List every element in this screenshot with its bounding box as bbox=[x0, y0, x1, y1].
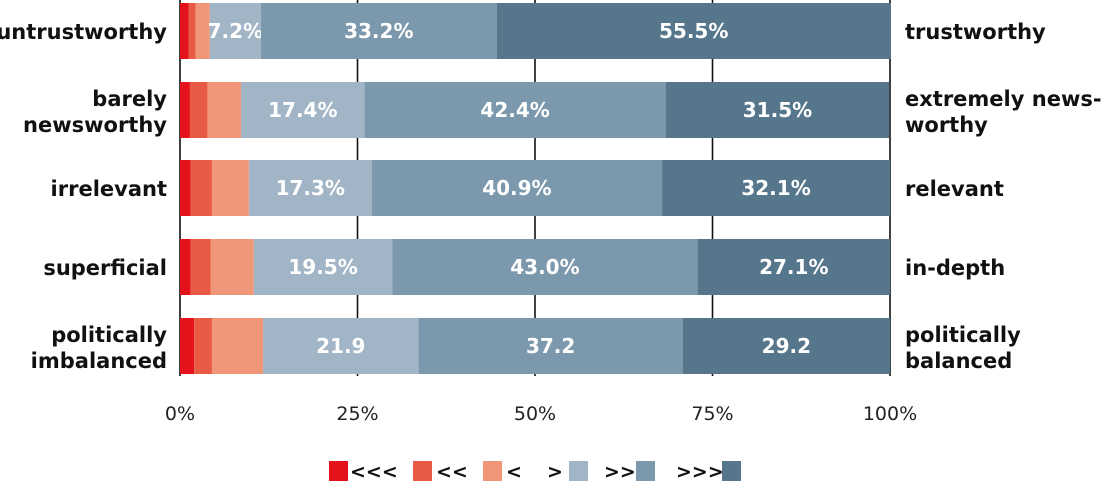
bar-segment bbox=[260, 3, 497, 59]
bar-segment bbox=[207, 82, 242, 138]
bar-segment bbox=[392, 239, 698, 295]
bar-segment bbox=[190, 239, 211, 295]
legend-swatch bbox=[636, 461, 655, 481]
bar-segment bbox=[180, 82, 190, 138]
legend-swatch bbox=[483, 461, 502, 481]
data-label: 32.1% bbox=[741, 176, 810, 200]
data-label: 17.4% bbox=[268, 98, 337, 122]
bar-segment bbox=[180, 239, 191, 295]
bar-segment bbox=[496, 3, 891, 59]
bar-segment bbox=[418, 318, 683, 374]
category-label-right: worthy bbox=[905, 113, 988, 137]
data-label: 42.4% bbox=[480, 98, 549, 122]
legend-swatch bbox=[413, 461, 432, 481]
category-label-right: extremely news- bbox=[905, 87, 1102, 111]
bar-segment bbox=[665, 82, 890, 138]
legend-swatch bbox=[569, 461, 588, 481]
legend-label: << bbox=[436, 461, 468, 483]
data-label: 55.5% bbox=[659, 19, 728, 43]
bar-segment bbox=[253, 239, 393, 295]
legend-swatch bbox=[722, 461, 741, 481]
category-label-right: in-depth bbox=[905, 256, 1005, 280]
legend-label: >> bbox=[604, 461, 636, 483]
x-tick-label: 0% bbox=[165, 403, 195, 425]
x-tick-label: 75% bbox=[691, 403, 733, 425]
data-label: 7.2% bbox=[208, 19, 263, 43]
legend-label: <<< bbox=[350, 461, 398, 483]
x-tick-label: 50% bbox=[514, 403, 556, 425]
legend-label: < bbox=[506, 461, 522, 483]
bar-segment bbox=[180, 318, 195, 374]
bars: 7.2% 33.2% 55.5% 17.4% 42.4% 31.5% 17.3% 40.9% 3… bbox=[180, 3, 891, 374]
data-label: 43.0% bbox=[510, 255, 579, 279]
data-label: 19.5% bbox=[288, 255, 357, 279]
bar-segment bbox=[190, 160, 212, 216]
bar-segment bbox=[188, 3, 196, 59]
bar-segment bbox=[211, 160, 249, 216]
data-label: 21.9 bbox=[316, 334, 365, 358]
category-label-left: politically bbox=[51, 323, 167, 347]
x-tick-label: 100% bbox=[863, 403, 917, 425]
data-label: 37.2 bbox=[526, 334, 575, 358]
category-label-right: relevant bbox=[905, 177, 1004, 201]
category-label-right: balanced bbox=[905, 349, 1012, 373]
category-labels: untrustworthy trustworthy barelynewsworthy… bbox=[0, 20, 1102, 373]
bar-segment bbox=[180, 160, 191, 216]
bar-segment bbox=[682, 318, 890, 374]
bar-segment bbox=[371, 160, 663, 216]
bar-segment bbox=[211, 318, 264, 374]
category-label-left: irrelevant bbox=[51, 177, 167, 201]
x-axis: 0% 25% 50% 75% 100% bbox=[165, 403, 917, 425]
legend-swatch bbox=[329, 461, 348, 481]
category-label-left: imbalanced bbox=[31, 349, 167, 373]
bar-segment bbox=[263, 318, 419, 374]
bar-segment bbox=[697, 239, 890, 295]
legend: <<< << < > >> >>> bbox=[329, 461, 741, 483]
category-label-right: politically bbox=[905, 323, 1021, 347]
category-label-right: trustworthy bbox=[905, 20, 1046, 44]
data-label: 33.2% bbox=[344, 19, 413, 43]
bar-segment bbox=[210, 239, 254, 295]
bar-segment bbox=[209, 3, 261, 59]
bar-segment bbox=[195, 3, 210, 59]
data-label: 17.3% bbox=[276, 176, 345, 200]
category-label-left: barely bbox=[92, 87, 167, 111]
data-label: 29.2 bbox=[762, 334, 811, 358]
data-label: 40.9% bbox=[482, 176, 551, 200]
legend-label: >>> bbox=[676, 461, 724, 483]
bar-segment bbox=[180, 3, 189, 59]
bar-segment bbox=[189, 82, 208, 138]
bar-segment bbox=[194, 318, 212, 374]
bar-segment bbox=[241, 82, 365, 138]
data-label: 31.5% bbox=[743, 98, 812, 122]
category-label-left: untrustworthy bbox=[0, 20, 167, 44]
bar-segment bbox=[364, 82, 666, 138]
bar-segment bbox=[662, 160, 890, 216]
bar-segment bbox=[248, 160, 372, 216]
x-tick-label: 25% bbox=[336, 403, 378, 425]
category-label-left: newsworthy bbox=[23, 113, 167, 137]
data-label: 27.1% bbox=[759, 255, 828, 279]
legend-label: > bbox=[547, 461, 563, 483]
category-label-left: superficial bbox=[43, 256, 167, 280]
